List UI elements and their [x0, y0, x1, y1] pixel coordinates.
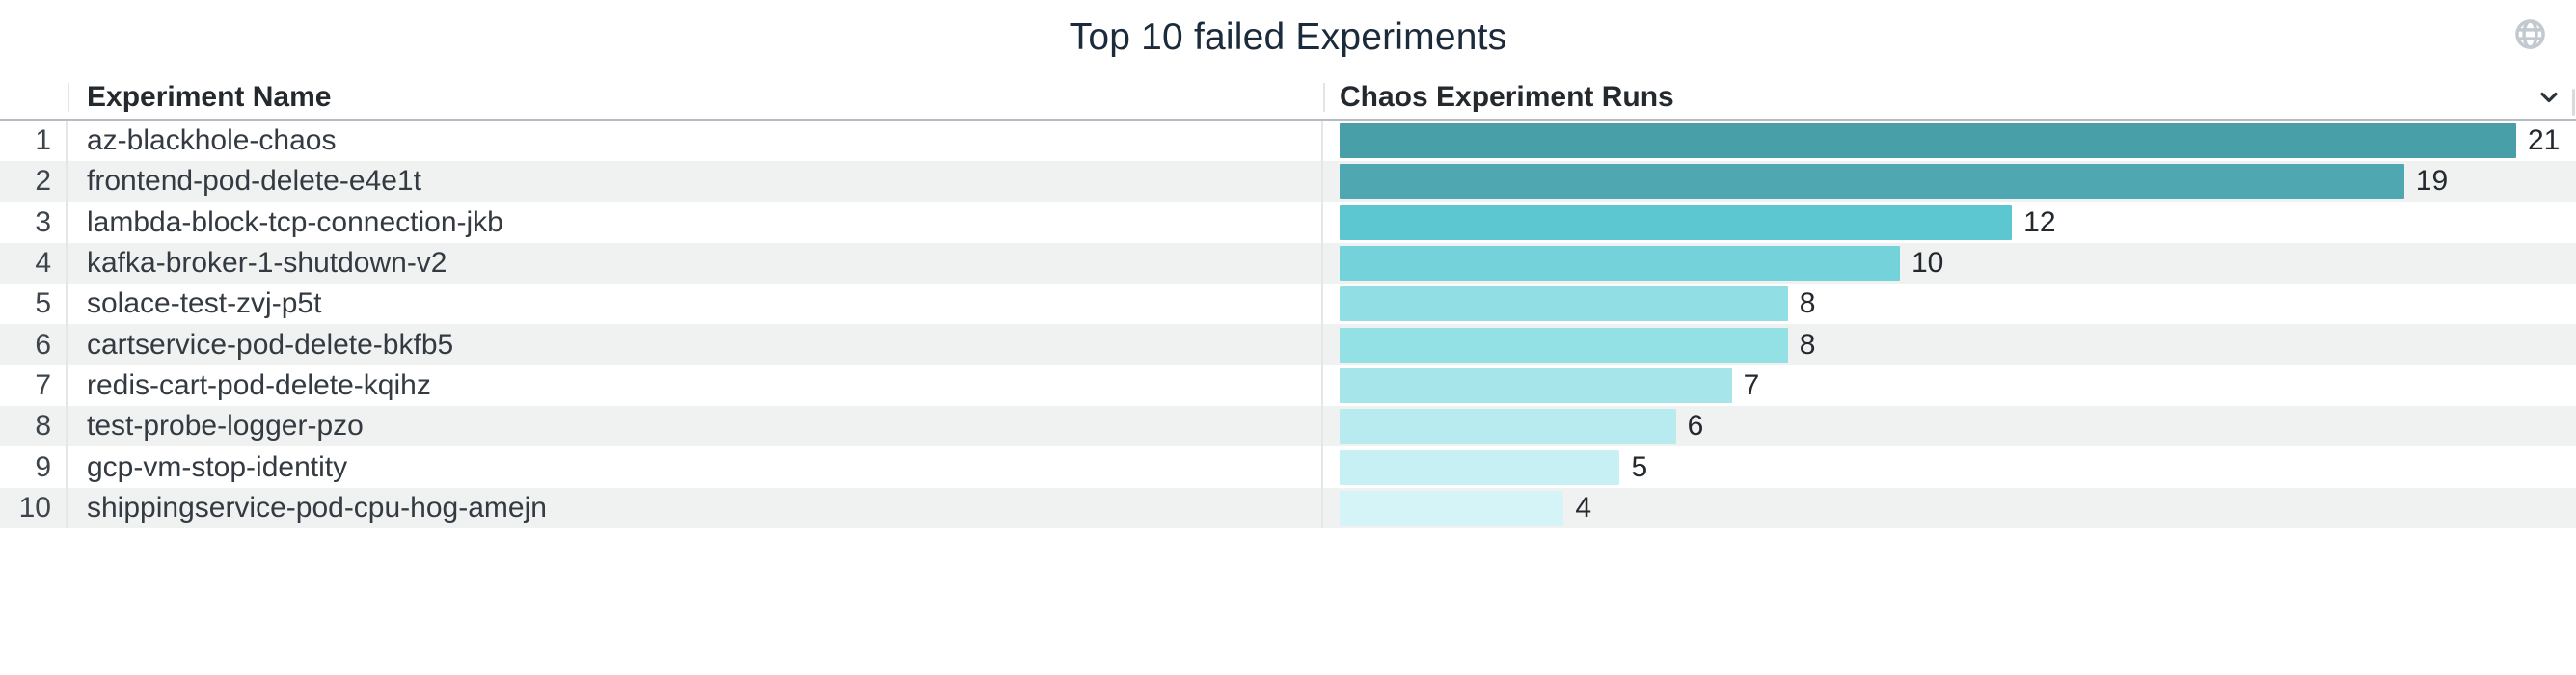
bar-gauge-cell: 21	[1323, 121, 2576, 161]
bar-gauge-cell: 12	[1323, 202, 2576, 243]
row-rank: 8	[0, 406, 68, 447]
run-bar	[1340, 327, 1788, 363]
bar-gauge-cell: 6	[1323, 406, 2576, 446]
experiment-name: gcp-vm-stop-identity	[68, 446, 1323, 488]
experiments-table: Experiment Name Chaos Experiment Runs 1 …	[0, 75, 2576, 528]
run-value: 10	[1911, 247, 1944, 280]
table-row: 2 frontend-pod-delete-e4e1t 19	[0, 161, 2576, 202]
table-row: 4 kafka-broker-1-shutdown-v2 10	[0, 242, 2576, 284]
bar-gauge-cell: 5	[1323, 446, 2576, 487]
bar-gauge-cell: 8	[1323, 284, 2576, 324]
run-value: 6	[1687, 410, 1704, 443]
table-row: 10 shippingservice-pod-cpu-hog-amejn 4	[0, 487, 2576, 528]
table-row: 5 solace-test-zvj-p5t 8	[0, 284, 2576, 325]
column-header-chaos-experiment-runs[interactable]: Chaos Experiment Runs	[1340, 80, 1674, 113]
bar-gauge-cell: 19	[1323, 161, 2576, 202]
run-bar	[1340, 204, 2013, 240]
table-body: 1 az-blackhole-chaos 21 2 frontend-pod-d…	[0, 121, 2576, 528]
column-header-experiment-name[interactable]: Experiment Name	[87, 80, 332, 113]
experiment-name: test-probe-logger-pzo	[68, 406, 1323, 447]
row-rank: 9	[0, 446, 68, 488]
run-bar	[1340, 449, 1620, 485]
experiment-name: az-blackhole-chaos	[68, 121, 1323, 162]
run-value: 8	[1799, 287, 1816, 320]
row-rank: 5	[0, 284, 68, 325]
row-rank: 1	[0, 121, 68, 162]
experiment-name: shippingservice-pod-cpu-hog-amejn	[68, 487, 1323, 528]
table-row: 1 az-blackhole-chaos 21	[0, 121, 2576, 162]
run-value: 21	[2528, 124, 2561, 157]
header-column-divider	[68, 83, 69, 112]
run-value: 4	[1575, 491, 1592, 524]
table-row: 3 lambda-block-tcp-connection-jkb 12	[0, 202, 2576, 243]
row-rank: 6	[0, 324, 68, 365]
run-bar	[1340, 409, 1676, 445]
run-value: 8	[1799, 328, 1816, 361]
bar-gauge-cell: 4	[1323, 488, 2576, 528]
run-bar	[1340, 490, 1564, 526]
globe-icon[interactable]	[2513, 17, 2547, 51]
experiment-name: solace-test-zvj-p5t	[68, 284, 1323, 325]
row-rank: 10	[0, 487, 68, 528]
header-column-divider	[1323, 83, 1325, 112]
bar-gauge-cell: 8	[1323, 324, 2576, 364]
table-row: 7 redis-cart-pod-delete-kqihz 7	[0, 364, 2576, 407]
run-value: 12	[2023, 205, 2056, 238]
row-rank: 4	[0, 242, 68, 284]
experiment-name: redis-cart-pod-delete-kqihz	[68, 364, 1323, 407]
run-bar	[1340, 367, 1732, 403]
table-row: 6 cartservice-pod-delete-bkfb5 8	[0, 324, 2576, 365]
bar-gauge-cell: 7	[1323, 365, 2576, 406]
run-bar	[1340, 286, 1788, 322]
table-row: 8 test-probe-logger-pzo 6	[0, 406, 2576, 447]
page-title: Top 10 failed Experiments	[1069, 16, 1507, 58]
chevron-down-icon[interactable]	[2537, 86, 2561, 109]
table-header-row: Experiment Name Chaos Experiment Runs	[0, 75, 2576, 121]
row-rank: 7	[0, 364, 68, 407]
bar-gauge-cell: 10	[1323, 243, 2576, 284]
row-rank: 3	[0, 202, 68, 243]
run-value: 19	[2415, 165, 2449, 198]
run-bar	[1340, 246, 1900, 282]
run-bar	[1340, 164, 2404, 200]
experiment-name: kafka-broker-1-shutdown-v2	[68, 242, 1323, 284]
row-rank: 2	[0, 161, 68, 202]
experiment-name: cartservice-pod-delete-bkfb5	[68, 324, 1323, 365]
run-value: 5	[1631, 450, 1648, 483]
scrollbar-thumb[interactable]	[2572, 89, 2575, 116]
run-value: 7	[1743, 368, 1760, 401]
experiment-name: frontend-pod-delete-e4e1t	[68, 161, 1323, 202]
run-bar	[1340, 123, 2516, 159]
table-row: 9 gcp-vm-stop-identity 5	[0, 446, 2576, 488]
experiment-name: lambda-block-tcp-connection-jkb	[68, 202, 1323, 243]
